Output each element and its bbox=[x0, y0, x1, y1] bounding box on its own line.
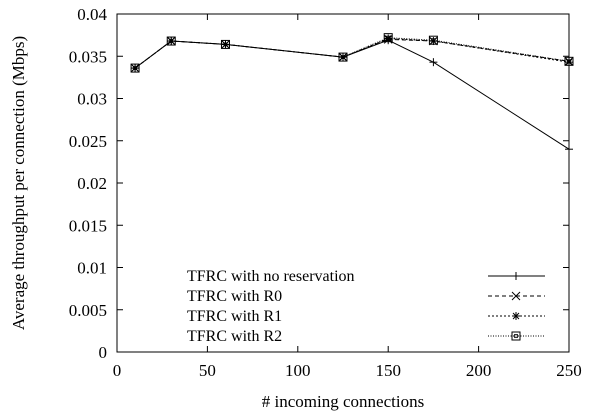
star-marker bbox=[221, 40, 230, 49]
series-line bbox=[134, 39, 570, 150]
x-tick-label: 250 bbox=[556, 361, 582, 380]
square-marker bbox=[511, 331, 521, 341]
legend-entry: TFRC with R2 bbox=[187, 328, 545, 345]
plus-marker bbox=[512, 272, 520, 280]
x-tick-label: 0 bbox=[113, 361, 122, 380]
square-marker bbox=[564, 56, 574, 66]
star-marker bbox=[131, 64, 140, 73]
series-line bbox=[134, 37, 570, 69]
square-marker bbox=[338, 52, 348, 62]
plus-marker bbox=[429, 58, 438, 67]
square-marker bbox=[383, 33, 393, 43]
series-line bbox=[134, 38, 570, 69]
y-tick-label: 0.025 bbox=[69, 132, 107, 151]
y-tick-label: 0.035 bbox=[69, 47, 107, 66]
square-marker bbox=[428, 35, 438, 45]
legend-label: TFRC with R1 bbox=[187, 308, 282, 325]
series-4 bbox=[130, 33, 574, 73]
star-marker bbox=[512, 312, 520, 320]
y-tick-label: 0.005 bbox=[69, 301, 107, 320]
cross-marker bbox=[511, 291, 521, 301]
legend-label: TFRC with no reservation bbox=[187, 268, 355, 285]
legend: TFRC with no reservation TFRC with R0 TFRC… bbox=[187, 268, 545, 345]
y-tick-label: 0.01 bbox=[77, 259, 107, 278]
series-2 bbox=[130, 34, 574, 73]
y-tick-label: 0.04 bbox=[77, 5, 107, 24]
tick-labels: 0 50 100 150 200 250 0 0.005 0.01 0.015 0.02 0.025 0… bbox=[69, 5, 582, 380]
series-group bbox=[130, 33, 574, 154]
x-axis-label: # incoming connections bbox=[262, 392, 424, 411]
y-axis-label: Average throughput per connection (Mbps) bbox=[9, 36, 28, 330]
y-tick-label: 0.015 bbox=[69, 216, 107, 235]
x-tick-label: 50 bbox=[199, 361, 216, 380]
legend-label: TFRC with R0 bbox=[187, 288, 282, 305]
x-tick-label: 100 bbox=[285, 361, 311, 380]
square-marker bbox=[220, 39, 230, 49]
plus-marker bbox=[565, 145, 573, 154]
square-marker bbox=[130, 63, 140, 73]
y-tick-label: 0 bbox=[99, 343, 108, 362]
y-tick-label: 0.03 bbox=[77, 90, 107, 109]
legend-entry: TFRC with R1 bbox=[187, 308, 545, 325]
axis-ticks bbox=[116, 13, 570, 353]
legend-label: TFRC with R2 bbox=[187, 328, 282, 345]
x-tick-label: 200 bbox=[466, 361, 492, 380]
legend-entry: TFRC with no reservation bbox=[187, 268, 545, 285]
x-tick-label: 150 bbox=[375, 361, 401, 380]
y-tick-label: 0.02 bbox=[77, 174, 107, 193]
plot-frame bbox=[116, 13, 570, 353]
square-marker bbox=[166, 36, 176, 46]
legend-entry: TFRC with R0 bbox=[187, 288, 545, 305]
